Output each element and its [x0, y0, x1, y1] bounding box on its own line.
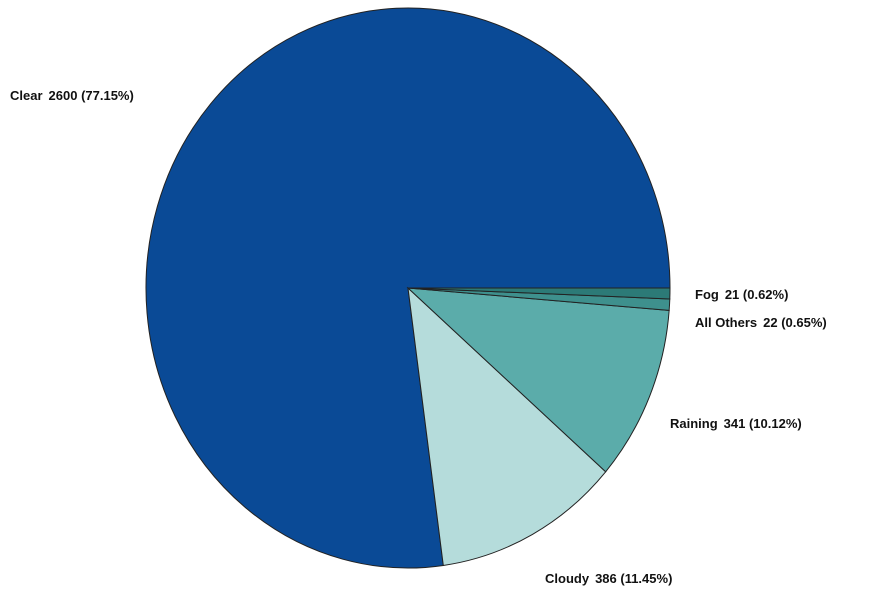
slice-category: Cloudy: [545, 571, 590, 586]
slice-category: Fog: [695, 287, 719, 302]
slice-label: Raining 341 (10.12%): [670, 416, 802, 431]
slice-value: 386 (11.45%): [595, 571, 672, 586]
slice-value: 341 (10.12%): [724, 416, 802, 431]
pie-slice: [406, 287, 670, 473]
pie-slice: [407, 287, 671, 300]
slice-category: All Others: [695, 315, 757, 330]
slice-value: 21 (0.62%): [725, 287, 789, 302]
slice-label: Cloudy 386 (11.45%): [545, 571, 672, 586]
slice-label: Clear 2600 (77.15%): [10, 88, 134, 103]
slice-value: 22 (0.65%): [763, 315, 827, 330]
slice-label: All Others 22 (0.65%): [695, 315, 827, 330]
slice-value: 2600 (77.15%): [49, 88, 134, 103]
slice-label: Fog 21 (0.62%): [695, 287, 788, 302]
pie-slice: [407, 286, 607, 567]
slice-category: Raining: [670, 416, 718, 431]
slice-category: Clear: [10, 88, 43, 103]
